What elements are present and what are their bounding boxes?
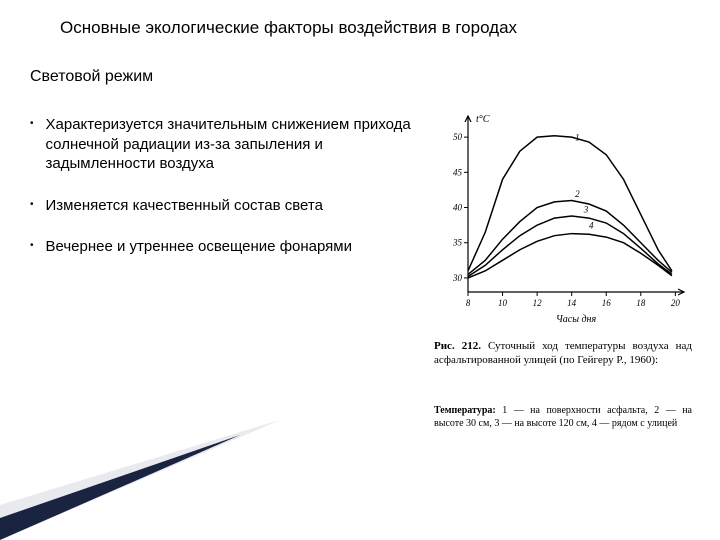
svg-text:40: 40: [453, 203, 463, 213]
svg-text:t°C: t°C: [476, 114, 490, 125]
svg-text:Часы дня: Часы дня: [556, 314, 597, 325]
bullet-text: Изменяется качественный состав света: [46, 196, 323, 216]
svg-text:35: 35: [452, 238, 463, 248]
svg-text:8: 8: [466, 298, 471, 308]
svg-text:45: 45: [453, 167, 463, 177]
svg-text:3: 3: [583, 204, 589, 214]
page-title: Основные экологические факторы воздейств…: [60, 18, 680, 38]
svg-text:12: 12: [533, 298, 543, 308]
list-item: • Изменяется качественный состав света: [30, 196, 430, 216]
svg-text:50: 50: [453, 132, 463, 142]
svg-text:18: 18: [636, 298, 646, 308]
bullet-list: • Характеризуется значительным снижением…: [30, 115, 430, 279]
list-item: • Вечернее и утреннее освещение фонарями: [30, 237, 430, 257]
bullet-icon: •: [30, 239, 34, 252]
svg-text:2: 2: [575, 189, 580, 199]
bullet-icon: •: [30, 117, 34, 130]
list-item: • Характеризуется значительным снижением…: [30, 115, 430, 174]
svg-text:20: 20: [671, 298, 681, 308]
figure-caption: Рис. 212. Суточный ход температуры возду…: [434, 340, 692, 368]
svg-text:30: 30: [452, 273, 463, 283]
section-subtitle: Световой режим: [30, 68, 153, 86]
temperature-chart: 30354045508101214161820t°CЧасы дня1234: [434, 108, 692, 328]
svg-text:1: 1: [575, 133, 580, 143]
legend-prefix: Температура:: [434, 405, 496, 416]
svg-text:14: 14: [567, 298, 577, 308]
bullet-icon: •: [30, 198, 34, 211]
bullet-text: Вечернее и утреннее освещение фонарями: [46, 237, 352, 257]
slide-decoration: [0, 420, 720, 540]
bullet-text: Характеризуется значительным снижением п…: [46, 115, 430, 174]
figure-legend: Температура: 1 — на поверхности асфальта…: [434, 405, 692, 430]
svg-text:10: 10: [498, 298, 508, 308]
caption-prefix: Рис. 212.: [434, 340, 481, 352]
svg-text:4: 4: [589, 221, 594, 231]
svg-text:16: 16: [602, 298, 612, 308]
